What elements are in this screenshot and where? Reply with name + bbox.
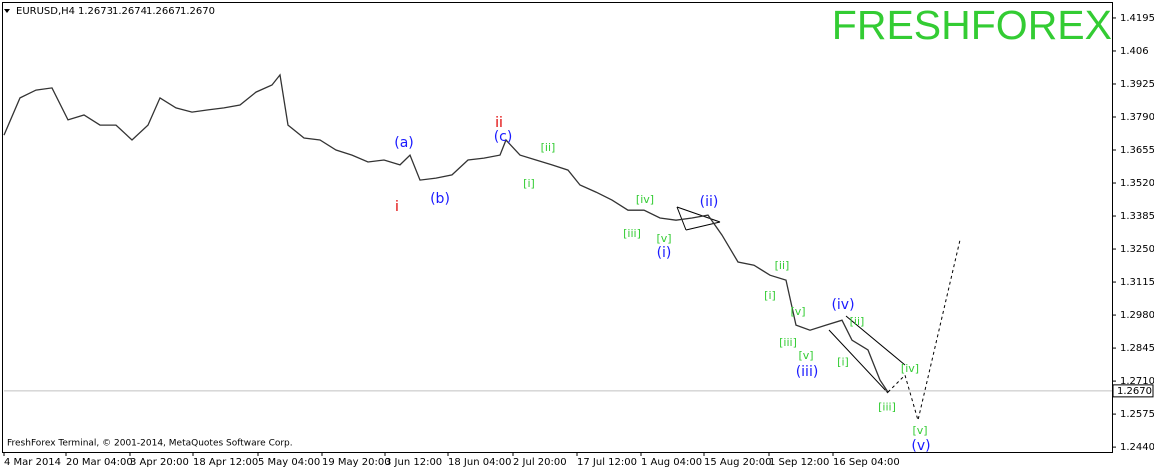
x-tick-label: 1 Aug 04:00 [641, 457, 702, 468]
wave-label: (a) [394, 135, 414, 151]
y-tick-label: 1.2710 [1120, 376, 1154, 387]
wave-label: [ii] [850, 315, 865, 328]
wave-label: (c) [494, 129, 513, 145]
wave-label: (iii) [796, 364, 819, 380]
y-tick-label: 1.2440 [1120, 442, 1154, 453]
x-tick-label: 2 Jul 20:00 [513, 457, 567, 468]
y-tick-label: 1.4195 [1120, 13, 1154, 24]
x-tick-label: 3 Apr 20:00 [130, 457, 189, 468]
x-tick-label: 3 Jun 12:00 [385, 457, 442, 468]
channel-lines [828, 315, 906, 394]
x-tick-label: 18 Jun 04:00 [448, 457, 512, 468]
x-tick-label: 15 Aug 20:00 [704, 457, 771, 468]
y-tick-label: 1.3250 [1120, 244, 1154, 255]
y-tick-label: 1.2575 [1120, 409, 1154, 420]
symbol: EURUSD,H4 [16, 6, 75, 17]
x-tick-label: 1 Sep 12:00 [769, 457, 829, 468]
x-tick-label: 5 May 04:00 [258, 457, 320, 468]
wave-label: (i) [657, 245, 672, 261]
x-tick-label: 19 May 20:00 [322, 457, 391, 468]
wave-label: [i] [523, 177, 535, 190]
wave-label: [i] [764, 289, 776, 302]
wave-label: (iv) [831, 297, 854, 313]
wave-label: (ii) [700, 194, 719, 210]
wave-label: (b) [430, 191, 450, 207]
wave-label: (v) [911, 438, 930, 454]
wave-label: [ii] [541, 141, 556, 154]
high: 1.2674 [112, 6, 147, 17]
price-line [3, 73, 889, 393]
wave-label: [ii] [775, 259, 790, 272]
y-tick-label: 1.3385 [1120, 211, 1154, 222]
x-tick-label: 17 Jul 12:00 [577, 457, 637, 468]
wave-label: [v] [798, 349, 813, 362]
wave-label: [iii] [779, 336, 797, 349]
watermark: FRESHFOREX [832, 2, 1112, 48]
y-tick-label: 1.2845 [1120, 343, 1154, 354]
y-tick-label: 1.406 [1120, 46, 1149, 57]
close: 1.2670 [180, 6, 215, 17]
wave-label: [i] [837, 355, 849, 368]
x-tick-label: 18 Apr 12:00 [193, 457, 258, 468]
y-tick-label: 1.3520 [1120, 178, 1154, 189]
wave-label: [iii] [878, 400, 896, 413]
y-tick-label: 1.2980 [1120, 310, 1154, 321]
wave-label: [v] [656, 232, 671, 245]
wave-label: [v] [790, 305, 805, 318]
x-tick-label: 16 Sep 04:00 [833, 457, 900, 468]
y-tick-label: 1.3115 [1120, 277, 1154, 288]
wave-label: [iv] [636, 193, 654, 206]
wave-label: [iv] [901, 362, 919, 375]
footer: FreshForex Terminal, © 2001-2014, MetaQu… [7, 439, 293, 449]
open: 1.2673 [78, 6, 113, 17]
current-price-label: 1.2670 [1117, 386, 1152, 397]
x-tick-label: 4 Mar 2014 [4, 457, 61, 468]
wave-label: [iii] [623, 227, 641, 240]
current-price-box [1112, 384, 1154, 398]
y-tick-label: 1.3925 [1120, 79, 1154, 90]
menu-arrow[interactable] [4, 9, 10, 13]
plot-border [2, 2, 1113, 453]
wave-label: ii [495, 115, 503, 131]
low: 1.2667 [146, 6, 181, 17]
y-tick-label: 1.3655 [1120, 145, 1154, 156]
wave-label: [v] [912, 424, 927, 437]
projection-line [887, 239, 961, 423]
x-tick-label: 20 Mar 04:00 [66, 457, 133, 468]
wave-label: i [395, 199, 399, 215]
y-tick-label: 1.3790 [1120, 112, 1154, 123]
